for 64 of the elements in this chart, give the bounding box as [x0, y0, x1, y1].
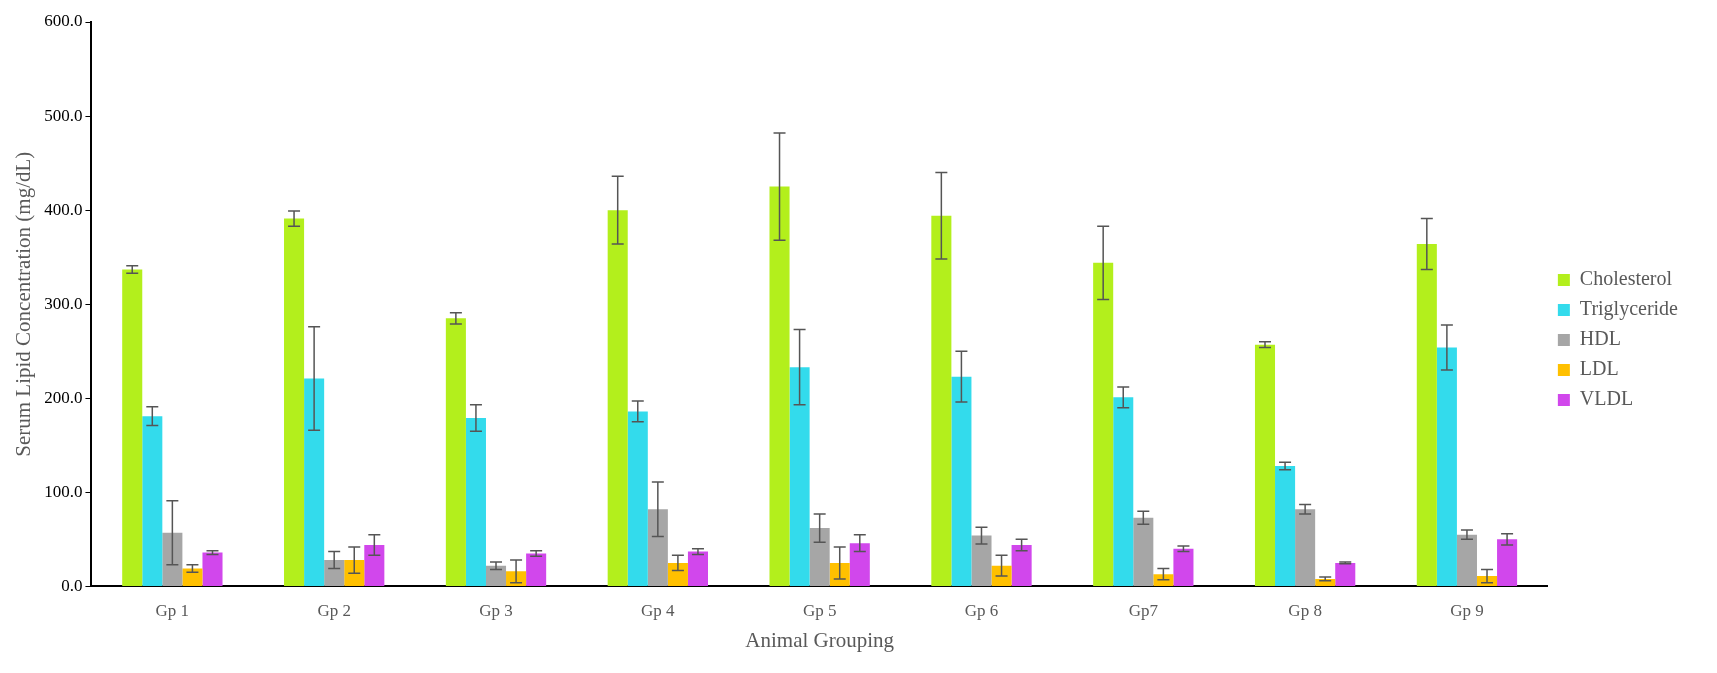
bar [849, 543, 870, 586]
x-tick-label: Gp 9 [1450, 601, 1484, 621]
y-tick-label: 600.0 [44, 11, 83, 31]
y-tick-label: 400.0 [44, 199, 83, 219]
legend-label: LDL [1579, 357, 1619, 380]
x-tick-label: Gp 6 [964, 601, 999, 621]
x-tick-label: Gp7 [1128, 601, 1159, 621]
bar [364, 545, 385, 586]
bar [829, 562, 850, 586]
legend-label: VLDL [1579, 387, 1634, 410]
bar [526, 553, 547, 586]
bar [769, 186, 790, 586]
bar [485, 565, 507, 586]
bar [1133, 517, 1154, 586]
bar [162, 532, 183, 586]
legend-label: HDL [1579, 327, 1621, 350]
bar [1011, 545, 1032, 586]
y-tick-label: 100.0 [44, 481, 83, 501]
bar [1456, 534, 1477, 586]
bar [991, 565, 1012, 586]
x-tick-label: Gp 8 [1288, 601, 1322, 621]
bar [344, 560, 365, 586]
bar [667, 562, 688, 586]
bar [1173, 548, 1194, 586]
bar [1436, 347, 1457, 586]
y-tick-label: 200.0 [44, 387, 83, 407]
bar [809, 528, 830, 586]
bar [931, 215, 952, 586]
x-tick-label: Gp 5 [802, 601, 837, 621]
bar [182, 568, 203, 586]
y-tick-label: 500.0 [44, 105, 83, 125]
bar [142, 416, 163, 586]
x-tick-label: Gp 2 [317, 601, 351, 621]
bar [647, 509, 668, 586]
bar [1275, 466, 1296, 586]
x-axis-title: Animal Grouping [745, 627, 895, 652]
bar [304, 378, 325, 586]
x-tick-label: Gp 3 [479, 601, 513, 621]
legend-label: Cholesterol [1579, 267, 1673, 290]
x-tick-label: Gp 1 [155, 601, 190, 621]
bar [122, 269, 143, 586]
bar [687, 551, 708, 586]
bar [284, 218, 305, 586]
bar [971, 535, 992, 586]
bar [1254, 344, 1276, 586]
y-tick-label: 300.0 [44, 293, 83, 313]
bar [465, 418, 486, 586]
bar [1416, 244, 1437, 586]
bar [951, 376, 972, 586]
x-tick-label: Gp 4 [641, 601, 676, 621]
bar [1335, 562, 1356, 586]
bar [1497, 539, 1518, 586]
bar [789, 367, 810, 586]
y-axis-title: Serum Lipid Concentration (mg/dL) [11, 151, 36, 457]
bar [1113, 397, 1134, 586]
y-tick-label: 0.0 [61, 575, 83, 595]
bar [445, 318, 466, 586]
bar [1093, 262, 1114, 586]
legend-label: Triglyceride [1579, 297, 1679, 321]
bar [607, 210, 628, 586]
bar [627, 411, 648, 586]
bar [324, 560, 345, 586]
bar [1295, 509, 1316, 586]
bar [202, 552, 223, 586]
